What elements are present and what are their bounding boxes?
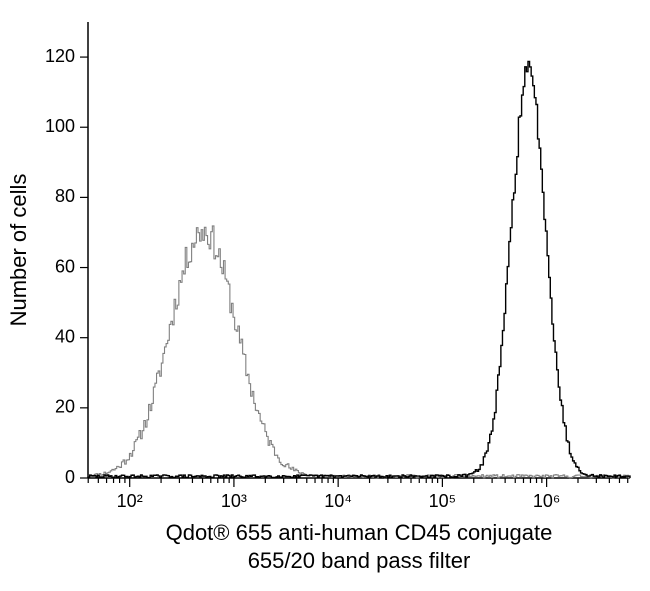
x-tick-label: 10³ (221, 491, 247, 511)
histogram-stained-black (88, 61, 630, 478)
x-axis-label-line1: Qdot® 655 anti-human CD45 conjugate (166, 520, 553, 545)
y-tick-label: 20 (55, 397, 75, 417)
y-tick-label: 120 (45, 46, 75, 66)
flow-cytometry-histogram: 0 20 40 60 80 100 120 10² 10³ 10⁴ 10⁵ 10⁶ Number of … (0, 0, 650, 591)
y-tick-label: 40 (55, 326, 75, 346)
x-axis-label-line2: 655/20 band pass filter (248, 548, 471, 573)
y-tick-label: 0 (65, 467, 75, 487)
y-tick-label: 60 (55, 256, 75, 276)
x-tick-label: 10⁴ (324, 491, 352, 511)
x-tick-label: 10² (117, 491, 143, 511)
x-tick-label: 10⁶ (533, 491, 560, 511)
x-tick-label: 10⁵ (429, 491, 456, 511)
y-axis-label: Number of cells (6, 174, 31, 327)
y-tick-label: 100 (45, 116, 75, 136)
y-tick-label: 80 (55, 186, 75, 206)
chart-svg: 0 20 40 60 80 100 120 10² 10³ 10⁴ 10⁵ 10⁶ Number of … (0, 0, 650, 591)
